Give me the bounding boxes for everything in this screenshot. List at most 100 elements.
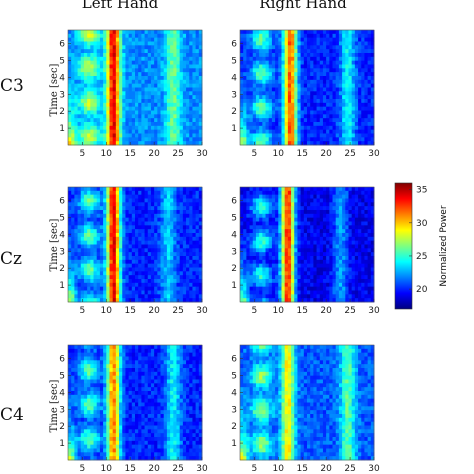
heatmap-cell (93, 76, 98, 81)
heatmap-cell (68, 236, 72, 242)
heatmap-cell (310, 225, 314, 230)
heatmap-cell (68, 99, 72, 104)
heatmap-cell (103, 233, 107, 238)
heatmap-cell (163, 83, 168, 88)
heatmap-cell (157, 217, 161, 222)
heatmap-cell (170, 259, 174, 265)
heatmap-cell (354, 129, 359, 134)
heatmap-cell (109, 263, 114, 268)
heatmap-cell (131, 83, 136, 88)
heatmap-cell (198, 282, 203, 288)
heatmap-cell (313, 259, 317, 265)
heatmap-cell (96, 225, 101, 230)
heatmap-cell (112, 91, 117, 96)
heatmap-cell (150, 102, 155, 108)
heatmap-cell (319, 187, 324, 192)
heatmap-cell (275, 229, 279, 234)
heatmap-cell (294, 187, 298, 192)
heatmap-cell (131, 221, 136, 226)
heatmap-cell (109, 236, 114, 242)
heatmap-cell (103, 217, 107, 222)
heatmap-cell (125, 99, 130, 104)
heatmap-cell (361, 206, 365, 211)
heatmap-cell (154, 263, 158, 268)
heatmap-cell (122, 110, 126, 115)
heatmap-cell (170, 213, 174, 219)
heatmap-cell (103, 236, 107, 242)
heatmap-cell (186, 83, 190, 88)
heatmap-cell (138, 210, 142, 215)
heatmap-cell (326, 60, 330, 65)
heatmap-cell (93, 68, 98, 73)
heatmap-cell (96, 137, 101, 142)
heatmap-cell (268, 282, 273, 288)
heatmap-cell (96, 110, 101, 115)
heatmap-cell (77, 141, 82, 146)
heatmap-cell (243, 190, 247, 196)
heatmap-cell (332, 256, 337, 261)
heatmap-cell (173, 244, 177, 249)
heatmap-cell (329, 95, 333, 100)
heatmap-cell (163, 56, 168, 62)
heatmap-cell (115, 49, 120, 54)
heatmap-cell (87, 56, 91, 62)
heatmap-cell (83, 286, 88, 291)
heatmap-cell (189, 141, 193, 146)
heatmap-cell (93, 33, 98, 39)
heatmap-cell (138, 79, 142, 85)
heatmap-cell (268, 129, 273, 134)
heatmap-cell (198, 240, 203, 245)
heatmap-cell (243, 72, 247, 77)
heatmap-cell (240, 271, 244, 276)
heatmap-cell (249, 225, 254, 230)
heatmap-cell (291, 194, 295, 199)
heatmap-cell (252, 202, 257, 207)
heatmap-cell (310, 87, 314, 92)
heatmap-cell (367, 30, 372, 35)
heatmap-cell (115, 294, 120, 299)
heatmap-cell (122, 290, 126, 295)
heatmap-cell (83, 290, 88, 295)
heatmap-cell (195, 60, 200, 65)
heatmap-cell (176, 118, 181, 123)
heatmap-cell (135, 45, 139, 50)
heatmap-cell (252, 33, 257, 39)
heatmap-cell (128, 263, 133, 268)
heatmap-cell (370, 45, 375, 50)
heatmap-cell (335, 271, 340, 276)
heatmap-cell (252, 68, 257, 73)
heatmap-cell (135, 259, 139, 265)
heatmap-cell (297, 45, 302, 50)
heatmap-cell (192, 56, 197, 62)
heatmap-cell (358, 72, 362, 77)
heatmap-cell (358, 187, 362, 192)
heatmap-cell (160, 298, 165, 303)
heatmap-cell (99, 72, 104, 77)
heatmap-cell (131, 102, 136, 108)
heatmap-cell (316, 267, 321, 272)
heatmap-cell (271, 137, 276, 142)
heatmap-cell (351, 252, 356, 257)
heatmap-cell (147, 282, 152, 288)
heatmap-cell (265, 198, 270, 203)
heatmap-cell (255, 190, 260, 196)
heatmap-cell (135, 64, 139, 69)
heatmap-cell (103, 37, 107, 42)
heatmap-cell (160, 133, 165, 138)
y-tick-label: 5 (59, 56, 65, 66)
heatmap-cell (275, 240, 279, 245)
heatmap-cell (300, 282, 305, 288)
heatmap-cell (150, 213, 155, 219)
heatmap-cell (83, 240, 88, 245)
heatmap-cell (135, 275, 139, 280)
heatmap-cell (246, 114, 250, 119)
heatmap-cell (186, 286, 190, 291)
heatmap-cell (364, 206, 369, 211)
heatmap-cell (106, 129, 110, 134)
heatmap-cell (77, 198, 82, 203)
heatmap-cell (90, 187, 94, 192)
heatmap-cell (74, 53, 78, 58)
heatmap-cell (297, 102, 302, 108)
heatmap-cell (348, 53, 353, 58)
